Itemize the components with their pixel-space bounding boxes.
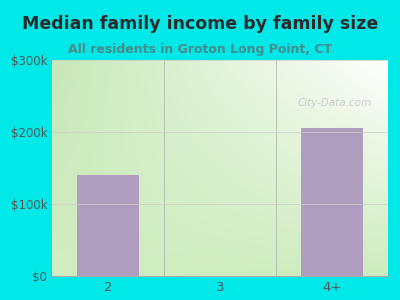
Bar <box>301 128 363 276</box>
Text: Median family income by family size: Median family income by family size <box>22 15 378 33</box>
Bar <box>77 175 139 276</box>
Text: City-Data.com: City-Data.com <box>297 98 372 108</box>
Text: All residents in Groton Long Point, CT: All residents in Groton Long Point, CT <box>68 44 332 56</box>
